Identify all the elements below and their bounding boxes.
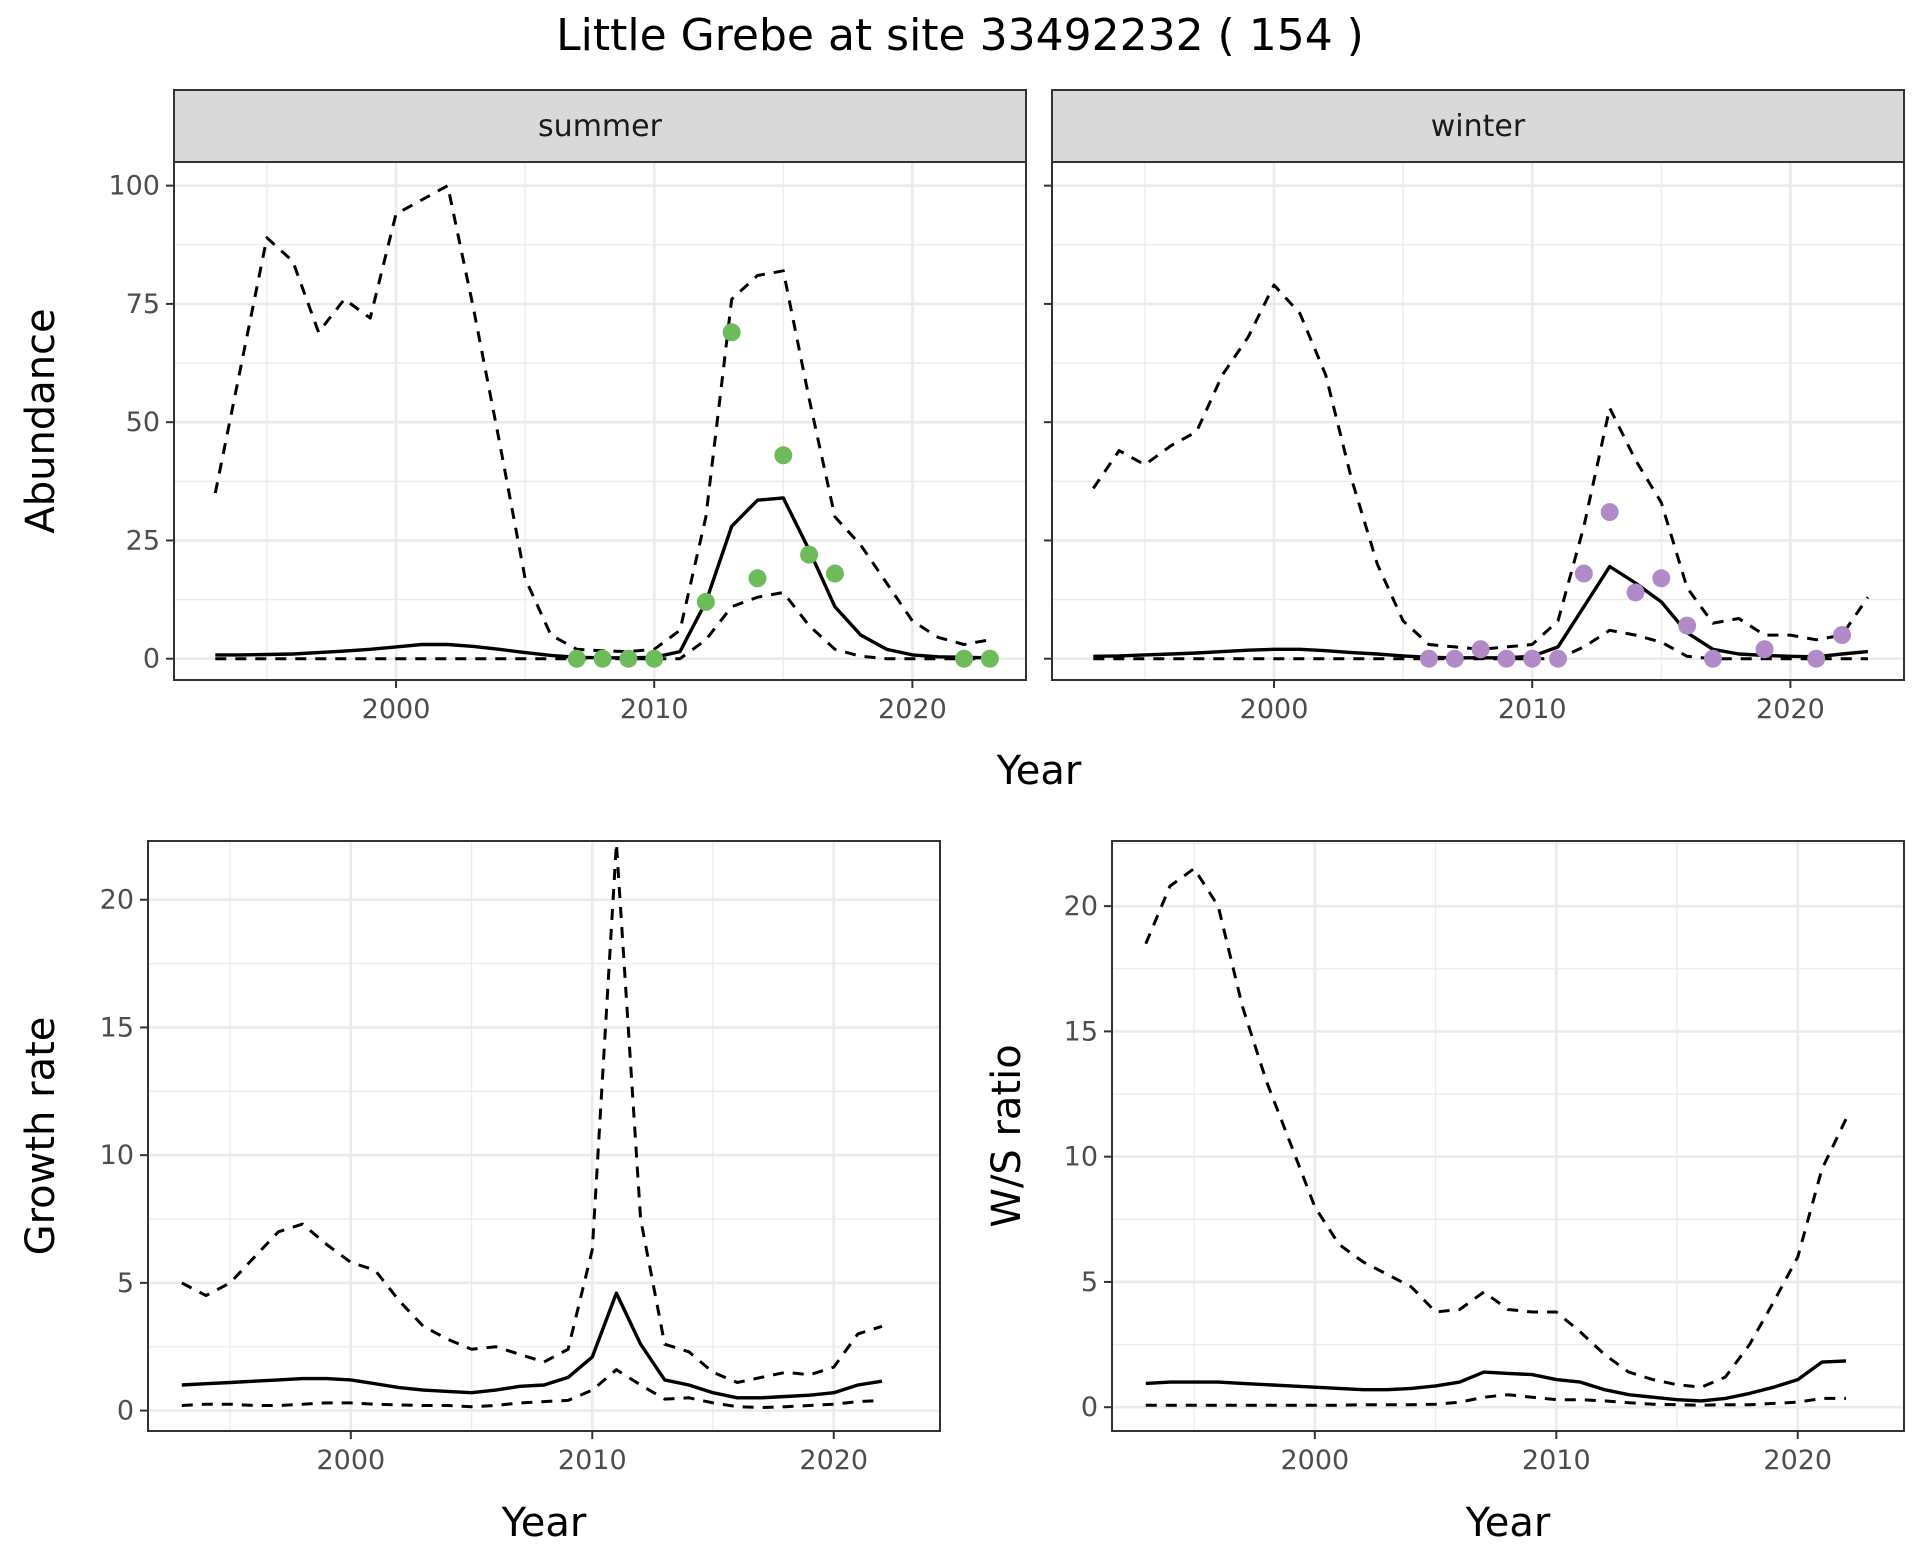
x-tick-label: 2000	[1240, 694, 1309, 725]
summer-observed-point	[593, 649, 612, 668]
summer-observed-point	[955, 649, 974, 668]
winter-panel: winter 2000 2010 2020	[1044, 89, 1905, 725]
y-tick-label: 0	[117, 1396, 134, 1427]
y-tick-label: 0	[1081, 1392, 1098, 1423]
summer-lower-line	[215, 591, 990, 661]
y-tick-label: 20	[100, 885, 134, 916]
y-tick-label: 10	[100, 1140, 134, 1171]
y-tick-label: 10	[1064, 1142, 1098, 1173]
summer-observed-point	[645, 649, 664, 668]
growth-estimate-line	[181, 1291, 883, 1400]
winter-observed-point	[1600, 503, 1619, 522]
summer-observed-point	[696, 592, 715, 611]
summer-observed-point	[774, 446, 793, 465]
ratio-gridlines	[1112, 841, 1904, 1431]
winter-observed-point	[1807, 649, 1826, 668]
winter-strip-label: winter	[1431, 109, 1526, 144]
winter-observed-point	[1497, 649, 1516, 668]
summer-gridlines	[174, 162, 1026, 680]
summer-observed-point	[722, 323, 741, 342]
growth-ticks: 2000 2010 2020 0 5 10 15 20	[100, 885, 868, 1476]
x-tick-label: 2020	[1763, 1445, 1832, 1476]
winter-lines	[1092, 283, 1870, 661]
winter-lower-line	[1093, 628, 1868, 661]
summer-observed-point	[980, 649, 999, 668]
y-tick-label: 0	[143, 644, 160, 675]
facet-x-axis-title: Year	[996, 748, 1082, 794]
winter-observed-point	[1833, 626, 1852, 645]
figure-title: Little Grebe at site 33492232 ( 154 )	[556, 10, 1364, 61]
ratio-upper-line	[1144, 867, 1848, 1389]
y-tick-label: 25	[126, 525, 160, 556]
winter-observed-point	[1574, 564, 1593, 583]
ratio-x-axis-title: Year	[1465, 1500, 1551, 1546]
y-tick-label: 20	[1064, 891, 1098, 922]
growth-panel-border	[147, 840, 941, 1432]
growth-upper-line	[181, 842, 883, 1384]
summer-points	[567, 323, 999, 668]
summer-observed-point	[825, 564, 844, 583]
ratio-ticks: 2000 2010 2020 0 5 10 15 20	[1064, 891, 1832, 1476]
x-tick-label: 2000	[1280, 1445, 1349, 1476]
x-tick-label: 2010	[1522, 1445, 1591, 1476]
summer-strip-label: summer	[538, 109, 663, 144]
winter-observed-point	[1549, 649, 1568, 668]
growth-rate-panel: 2000 2010 2020 0 5 10 15 20 Growth rate Year	[18, 840, 941, 1546]
winter-upper-line	[1092, 283, 1870, 651]
y-tick-label: 5	[117, 1268, 134, 1299]
summer-upper-line	[213, 184, 991, 654]
x-tick-label: 2000	[316, 1445, 385, 1476]
winter-points	[1419, 503, 1852, 668]
x-tick-label: 2010	[558, 1445, 627, 1476]
ratio-estimate-line	[1145, 1359, 1847, 1403]
winter-gridlines	[1052, 162, 1904, 680]
y-tick-label: 5	[1081, 1267, 1098, 1298]
x-tick-label: 2010	[1498, 694, 1567, 725]
summer-ticks: 2000 2010 2020 0 25 50 75 100	[108, 171, 946, 725]
winter-observed-point	[1652, 569, 1671, 588]
y-tick-label: 50	[126, 407, 160, 438]
abundance-y-axis-title: Abundance	[18, 308, 64, 533]
winter-observed-point	[1626, 583, 1645, 602]
winter-panel-border	[1051, 161, 1905, 681]
winter-observed-point	[1471, 640, 1490, 659]
x-tick-label: 2020	[799, 1445, 868, 1476]
y-tick-label: 75	[126, 289, 160, 320]
ratio-lower-line	[1145, 1393, 1846, 1407]
x-tick-label: 2000	[362, 694, 431, 725]
ws-ratio-panel: 2000 2010 2020 0 5 10 15 20 W/S ratio Year	[984, 840, 1905, 1546]
x-tick-label: 2020	[878, 694, 947, 725]
summer-observed-point	[567, 649, 586, 668]
winter-ticks: 2000 2010 2020	[1044, 184, 1825, 725]
summer-estimate-line	[215, 496, 990, 660]
y-tick-label: 15	[1064, 1016, 1098, 1047]
summer-strip	[173, 89, 1027, 163]
winter-observed-point	[1755, 640, 1774, 659]
winter-observed-point	[1678, 616, 1697, 635]
summer-panel-border	[173, 161, 1027, 681]
summer-observed-point	[748, 569, 767, 588]
growth-lower-line	[181, 1368, 883, 1409]
summer-observed-point	[619, 649, 638, 668]
growth-lines	[181, 842, 883, 1409]
y-tick-label: 15	[100, 1012, 134, 1043]
winter-observed-point	[1523, 649, 1542, 668]
growth-gridlines	[148, 841, 940, 1431]
x-tick-label: 2010	[620, 694, 689, 725]
winter-strip	[1051, 89, 1905, 163]
ratio-lines	[1144, 867, 1848, 1407]
growth-y-axis-title: Growth rate	[18, 1017, 64, 1256]
winter-observed-point	[1703, 649, 1722, 668]
y-tick-label: 100	[108, 171, 160, 202]
summer-observed-point	[800, 545, 819, 564]
ratio-y-axis-title: W/S ratio	[984, 1044, 1030, 1227]
x-tick-label: 2020	[1756, 694, 1825, 725]
summer-panel: summer 2000 2010 2020 0 25 50 75 100	[108, 89, 1027, 725]
ratio-panel-border	[1111, 840, 1905, 1432]
growth-x-axis-title: Year	[501, 1500, 587, 1546]
winter-observed-point	[1419, 649, 1438, 668]
winter-observed-point	[1445, 649, 1464, 668]
